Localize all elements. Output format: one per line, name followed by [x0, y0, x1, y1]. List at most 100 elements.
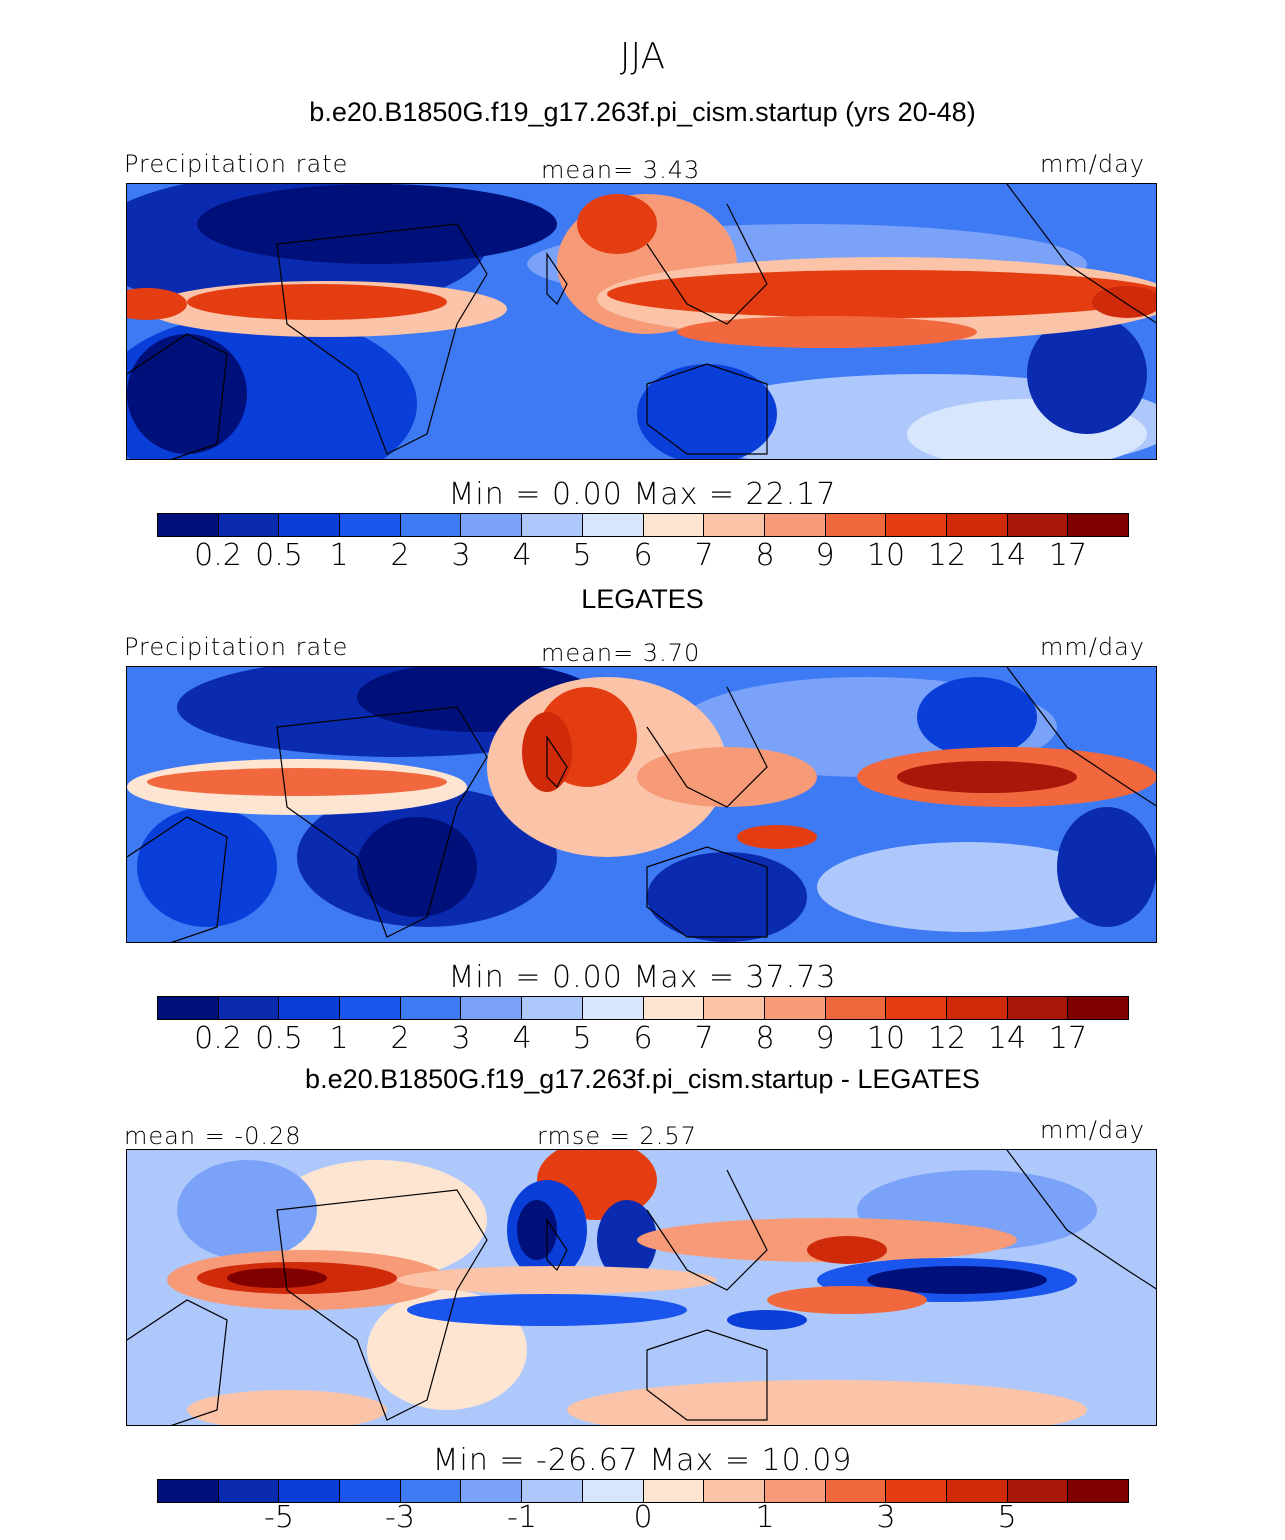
panel-2-mean-label: mean= 3.70 — [541, 639, 701, 667]
panel-3-title: b.e20.B1850G.f19_g17.263f.pi_cism.startu… — [305, 1064, 980, 1094]
colorbar-tick: 2 — [390, 1021, 410, 1056]
panel-2-colorbar — [157, 996, 1129, 1020]
colorbar-swatch — [643, 514, 705, 536]
panel-3-rmse-label: rmse = 2.57 — [537, 1122, 697, 1150]
colorbar-swatch — [1007, 997, 1069, 1019]
colorbar-swatch — [1068, 1480, 1128, 1502]
colorbar-swatch — [1068, 997, 1128, 1019]
colorbar-tick: 0.5 — [255, 1021, 303, 1056]
colorbar-swatch — [946, 1480, 1008, 1502]
colorbar-tick: 5 — [572, 538, 592, 573]
colorbar-tick: 9 — [815, 538, 835, 573]
colorbar-tick: 17 — [1048, 1021, 1088, 1056]
panel-1-map-field — [127, 184, 1156, 459]
colorbar-tick: 10 — [866, 1021, 906, 1056]
colorbar-tick: 14 — [987, 1021, 1027, 1056]
colorbar-tick: 8 — [755, 538, 775, 573]
colorbar-swatch — [522, 1480, 583, 1502]
panel-2-map-field — [127, 667, 1156, 942]
colorbar-swatch — [400, 514, 462, 536]
colorbar-swatch — [158, 514, 219, 536]
panel-1-colorbar — [157, 513, 1129, 537]
colorbar-swatch — [825, 1480, 887, 1502]
colorbar-tick: 0.2 — [194, 538, 242, 573]
colorbar-swatch — [522, 514, 583, 536]
colorbar-swatch — [704, 997, 765, 1019]
colorbar-tick: 1 — [329, 538, 349, 573]
panel-2-colorbar-ticks: 0.2 0.5 1 2 3 4 5 6 7 8 9 10 12 14 17 — [0, 1021, 1285, 1061]
panel-3-map-field — [127, 1150, 1156, 1425]
colorbar-swatch — [218, 514, 280, 536]
colorbar-swatch — [886, 1480, 947, 1502]
colorbar-swatch — [400, 997, 462, 1019]
colorbar-tick: 0.5 — [255, 538, 303, 573]
colorbar-tick: 1 — [755, 1500, 775, 1535]
colorbar-tick: 6 — [633, 1021, 653, 1056]
colorbar-tick: 7 — [694, 1021, 714, 1056]
colorbar-swatch — [522, 997, 583, 1019]
colorbar-swatch — [1007, 1480, 1069, 1502]
colorbar-swatch — [400, 1480, 462, 1502]
colorbar-swatch — [461, 1480, 523, 1502]
panel-1-map — [126, 183, 1157, 460]
colorbar-swatch — [340, 997, 401, 1019]
colorbar-swatch — [340, 1480, 401, 1502]
colorbar-swatch — [1007, 514, 1069, 536]
colorbar-tick: 12 — [927, 538, 967, 573]
panel-2-map — [126, 666, 1157, 943]
colorbar-tick: 9 — [815, 1021, 835, 1056]
colorbar-tick: 3 — [876, 1500, 896, 1535]
colorbar-swatch — [582, 997, 644, 1019]
page-title: JJA — [619, 36, 666, 77]
colorbar-tick: 14 — [987, 538, 1027, 573]
panel-3-colorbar — [157, 1479, 1129, 1503]
colorbar-swatch — [704, 1480, 765, 1502]
panel-2-title: LEGATES — [581, 584, 704, 614]
colorbar-swatch — [158, 1480, 219, 1502]
colorbar-swatch — [279, 514, 341, 536]
panel-3-colorbar-ticks: -5 -3 -1 0 1 3 5 — [0, 1500, 1285, 1540]
panel-1-mean-label: mean= 3.43 — [541, 156, 701, 184]
colorbar-swatch — [340, 514, 401, 536]
colorbar-tick: 5 — [997, 1500, 1017, 1535]
colorbar-swatch — [279, 1480, 341, 1502]
colorbar-swatch — [218, 1480, 280, 1502]
panel-2-variable-label: Precipitation rate — [124, 633, 349, 661]
panel-1-variable-label: Precipitation rate — [124, 150, 349, 178]
colorbar-tick: 1 — [329, 1021, 349, 1056]
colorbar-tick: 0.2 — [194, 1021, 242, 1056]
panel-3-minmax-label: Min = -26.67 Max = 10.09 — [432, 1443, 853, 1478]
panel-2-units-label: mm/day — [1040, 633, 1145, 661]
colorbar-swatch — [704, 514, 765, 536]
colorbar-swatch — [886, 997, 947, 1019]
colorbar-swatch — [825, 514, 887, 536]
colorbar-swatch — [461, 514, 523, 536]
colorbar-swatch — [946, 514, 1008, 536]
colorbar-tick: 10 — [866, 538, 906, 573]
colorbar-swatch — [1068, 514, 1128, 536]
colorbar-tick: -5 — [264, 1500, 294, 1535]
colorbar-tick: 0 — [633, 1500, 653, 1535]
panel-3-units-label: mm/day — [1040, 1116, 1145, 1144]
colorbar-swatch — [582, 514, 644, 536]
colorbar-swatch — [946, 997, 1008, 1019]
colorbar-swatch — [643, 1480, 705, 1502]
colorbar-tick: 17 — [1048, 538, 1088, 573]
colorbar-tick: 4 — [512, 538, 532, 573]
colorbar-tick: 7 — [694, 538, 714, 573]
colorbar-swatch — [825, 997, 887, 1019]
colorbar-swatch — [764, 514, 826, 536]
panel-3-mean-label: mean = -0.28 — [124, 1122, 302, 1150]
colorbar-swatch — [643, 997, 705, 1019]
panel-3-map — [126, 1149, 1157, 1426]
colorbar-tick: -1 — [507, 1500, 537, 1535]
colorbar-tick: 3 — [451, 538, 471, 573]
colorbar-tick: 5 — [572, 1021, 592, 1056]
panel-2-minmax-label: Min = 0.00 Max = 37.73 — [448, 960, 837, 995]
colorbar-swatch — [764, 1480, 826, 1502]
colorbar-swatch — [279, 997, 341, 1019]
colorbar-tick: 2 — [390, 538, 410, 573]
panel-1-units-label: mm/day — [1040, 150, 1145, 178]
colorbar-swatch — [764, 997, 826, 1019]
colorbar-swatch — [886, 514, 947, 536]
